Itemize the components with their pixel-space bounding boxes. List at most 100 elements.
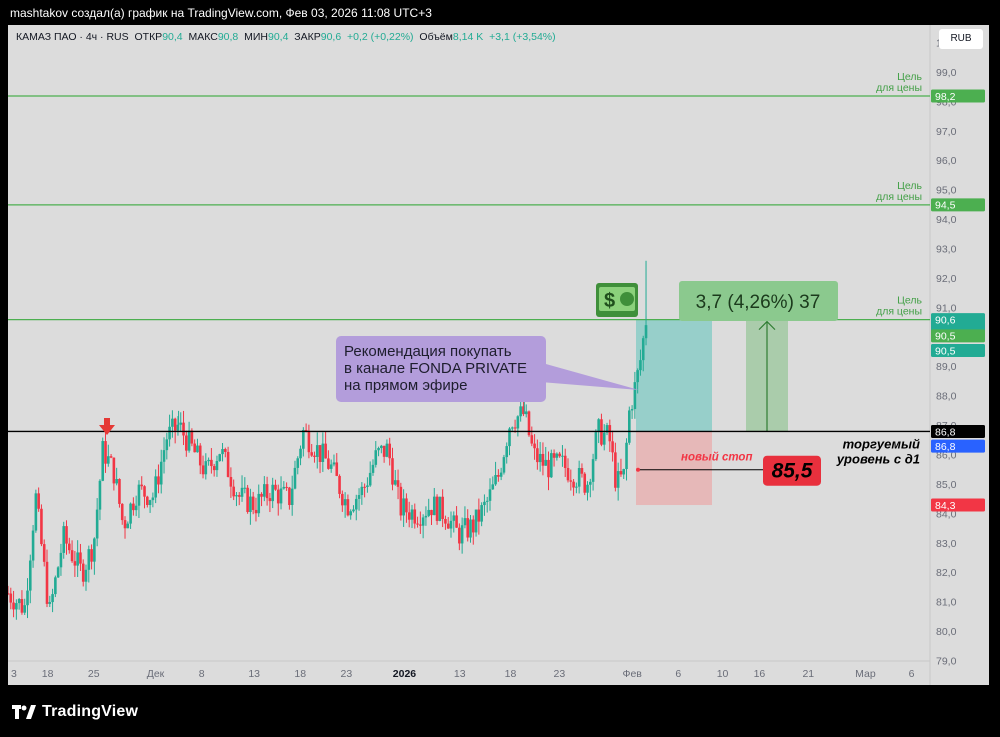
footer-bar: TradingView <box>0 690 1000 737</box>
candle-body <box>293 467 297 489</box>
candle-body <box>26 590 29 606</box>
x-tick-label: 25 <box>88 668 100 680</box>
candle-body <box>385 443 389 457</box>
candle-body <box>533 443 536 449</box>
candle-body <box>566 468 570 481</box>
candle-body <box>374 450 378 465</box>
candle-body <box>357 495 361 499</box>
candle-body <box>630 409 634 411</box>
x-tick-label: 18 <box>505 668 517 680</box>
candle-body <box>360 486 364 496</box>
open-value: 90,4 <box>162 31 183 43</box>
candle-body <box>605 425 609 433</box>
candle-body <box>201 465 205 475</box>
candle-body <box>307 431 311 453</box>
candle-body <box>608 425 612 442</box>
candle-body <box>279 488 283 504</box>
target-arrow-head <box>758 320 776 331</box>
candle-body <box>93 538 96 562</box>
arrow-stem <box>104 418 110 426</box>
x-tick-label: 21 <box>802 668 814 680</box>
trading-level-caption: уровень с д1 <box>836 451 920 466</box>
candle-body <box>577 468 581 487</box>
y-tick-label: 79,0 <box>936 656 957 668</box>
candle-body <box>132 503 135 511</box>
candle-body <box>441 496 444 519</box>
candle-body <box>235 495 238 497</box>
high-label: МАКС <box>188 31 218 43</box>
candle-body <box>575 486 578 488</box>
candle-body <box>143 486 146 497</box>
candle-body <box>591 459 595 482</box>
arrow-head <box>99 425 115 435</box>
candle-body <box>204 461 208 475</box>
candle-body <box>9 593 13 603</box>
y-tick-label: 97,0 <box>936 126 957 138</box>
candle-body <box>380 445 383 449</box>
candle-body <box>56 567 60 578</box>
price-tag-label: 90,6 <box>935 314 956 326</box>
candle-body <box>477 509 481 522</box>
y-tick-label: 81,0 <box>936 597 957 609</box>
currency-button[interactable]: RUB <box>939 29 983 49</box>
candle-body <box>154 476 157 498</box>
chart-area[interactable]: 100,099,098,097,096,095,094,093,092,091,… <box>8 25 989 685</box>
candle-body <box>120 503 124 521</box>
y-tick-label: 80,0 <box>936 626 957 638</box>
y-tick-label: 85,0 <box>936 479 957 491</box>
candle-body <box>165 439 169 451</box>
candle-body <box>15 603 18 610</box>
candle-body <box>226 451 230 477</box>
tradingview-logo[interactable]: TradingView <box>12 703 138 721</box>
candle-body <box>168 426 171 440</box>
y-tick-label: 96,0 <box>936 155 957 167</box>
banknote-dollar: $ <box>604 290 615 312</box>
x-tick-label: Мар <box>855 668 876 680</box>
candle-body <box>644 325 648 339</box>
candle-body <box>524 411 528 415</box>
candle-body <box>363 486 366 488</box>
candle-body <box>410 509 414 520</box>
candle-body <box>639 360 642 371</box>
x-tick-label: 2026 <box>393 668 417 680</box>
candle-body <box>416 523 419 525</box>
candle-body <box>257 493 261 514</box>
candle-body <box>569 480 573 482</box>
candle-body <box>563 455 567 469</box>
candle-body <box>469 519 472 538</box>
candle-body <box>54 577 57 595</box>
x-tick-label: 6 <box>675 668 681 680</box>
candle-body <box>544 459 548 466</box>
candle-body <box>176 424 180 431</box>
price-tag <box>931 329 985 343</box>
position-label-box <box>679 281 838 321</box>
x-tick-label: 3 <box>11 668 17 680</box>
candle-body <box>187 430 191 451</box>
candle-body <box>399 486 403 516</box>
price-tag <box>931 89 985 103</box>
candle-body <box>602 432 606 445</box>
candle-body <box>251 496 255 510</box>
price-chart[interactable]: 100,099,098,097,096,095,094,093,092,091,… <box>8 25 989 685</box>
candle-body <box>265 484 269 499</box>
candle-body <box>633 382 637 410</box>
target-level-caption: для цены <box>876 82 922 94</box>
candle-body <box>42 544 46 562</box>
candle-body <box>140 484 144 487</box>
candle-body <box>594 432 598 460</box>
candle-body <box>382 445 386 457</box>
candle-body <box>354 498 358 510</box>
x-tick-label: 23 <box>554 668 566 680</box>
candle-body <box>474 509 478 533</box>
candle-body <box>444 518 447 524</box>
candle-body <box>95 509 99 539</box>
target-level-caption: Цель <box>897 71 922 83</box>
candle-body <box>229 476 233 487</box>
candle-body <box>148 500 152 505</box>
candle-body <box>368 472 372 486</box>
y-tick-label: 93,0 <box>936 244 957 256</box>
candle-body <box>396 480 400 487</box>
candle-body <box>611 441 614 453</box>
target-level-caption: Цель <box>897 180 922 192</box>
open-label: ОТКР <box>134 31 163 43</box>
